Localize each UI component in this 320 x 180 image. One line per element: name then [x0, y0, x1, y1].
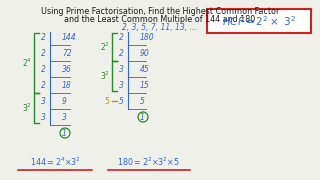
Text: 3: 3 [41, 96, 46, 105]
Text: 72: 72 [62, 48, 72, 57]
Text: 45: 45 [140, 64, 150, 73]
Text: Using Prime Factorisation, Find the Highest Common Factor: Using Prime Factorisation, Find the High… [41, 7, 279, 16]
Text: and the Least Common Multiple of 144 and 180: and the Least Common Multiple of 144 and… [64, 15, 256, 24]
Text: 2, 3, 5, 7, 11, 13, …: 2, 3, 5, 7, 11, 13, … [123, 23, 197, 32]
Text: 180: 180 [140, 33, 155, 42]
Text: $3^2$: $3^2$ [22, 102, 32, 114]
Text: $2^4$: $2^4$ [22, 57, 32, 69]
Text: $180 = 2^2{\times}3^2{\times}5$: $180 = 2^2{\times}3^2{\times}5$ [116, 156, 180, 168]
Text: 5: 5 [119, 96, 124, 105]
Text: 15: 15 [140, 80, 150, 89]
Text: $5$: $5$ [104, 96, 110, 107]
Text: 2: 2 [119, 33, 124, 42]
Text: 18: 18 [62, 80, 72, 89]
Text: 3: 3 [41, 112, 46, 122]
Text: 5: 5 [140, 96, 145, 105]
Text: 3: 3 [119, 64, 124, 73]
Text: 2: 2 [119, 48, 124, 57]
Text: $2^2$: $2^2$ [100, 41, 110, 53]
Text: 2: 2 [41, 33, 46, 42]
Text: 3: 3 [62, 112, 67, 122]
Text: 36: 36 [62, 64, 72, 73]
Text: 2: 2 [41, 80, 46, 89]
Text: 2: 2 [41, 48, 46, 57]
Text: 3: 3 [119, 80, 124, 89]
FancyBboxPatch shape [207, 9, 311, 33]
Text: 2: 2 [41, 64, 46, 73]
Text: 90: 90 [140, 48, 150, 57]
Text: $HCF = 2^2 \times\ 3^2$: $HCF = 2^2 \times\ 3^2$ [222, 14, 296, 28]
Text: $144 = 2^4{\times}3^2$: $144 = 2^4{\times}3^2$ [29, 156, 81, 168]
Text: $3^2$: $3^2$ [100, 70, 110, 82]
Text: 9: 9 [62, 96, 67, 105]
Text: 1: 1 [62, 129, 67, 138]
Text: 144: 144 [62, 33, 76, 42]
Text: 1: 1 [140, 112, 145, 122]
